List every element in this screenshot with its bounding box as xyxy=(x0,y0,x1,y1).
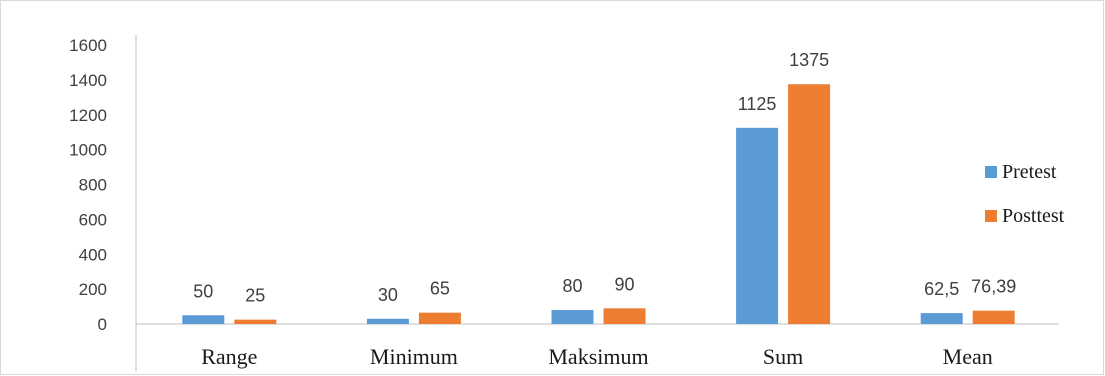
legend-swatch-pretest[interactable] xyxy=(985,166,997,178)
bar-pretest-range[interactable] xyxy=(182,315,225,324)
data-label-pretest-sum: 1125 xyxy=(738,94,777,114)
data-label-pretest-maksimum: 80 xyxy=(562,276,582,296)
legend-swatch-posttest[interactable] xyxy=(985,210,997,222)
x-tick-label-mean: Mean xyxy=(943,344,993,369)
data-label-posttest-maksimum: 90 xyxy=(614,274,634,294)
y-tick-label-1400: 1400 xyxy=(69,71,107,90)
bar-pretest-sum[interactable] xyxy=(736,127,779,324)
bar-posttest-maksimum[interactable] xyxy=(603,308,646,324)
y-tick-label-1200: 1200 xyxy=(69,106,107,125)
data-label-pretest-range: 50 xyxy=(193,281,213,301)
legend-label-posttest: Posttest xyxy=(1002,205,1065,227)
y-tick-label-600: 600 xyxy=(79,210,107,229)
data-label-posttest-sum: 1375 xyxy=(789,50,829,70)
data-label-pretest-mean: 62,5 xyxy=(924,279,959,299)
bar-posttest-minimum[interactable] xyxy=(418,312,461,324)
x-tick-label-range: Range xyxy=(201,344,257,369)
y-tick-label-1600: 1600 xyxy=(69,36,107,55)
data-label-posttest-minimum: 65 xyxy=(430,279,450,299)
data-label-pretest-minimum: 30 xyxy=(378,285,398,305)
y-tick-label-800: 800 xyxy=(79,176,107,195)
y-tick-label-400: 400 xyxy=(79,245,107,264)
bar-pretest-maksimum[interactable] xyxy=(551,310,594,324)
bar-posttest-range[interactable] xyxy=(234,319,277,324)
bar-pretest-mean[interactable] xyxy=(920,313,963,324)
legend-label-pretest: Pretest xyxy=(1002,161,1057,183)
y-tick-label-200: 200 xyxy=(79,280,107,299)
y-tick-label-0: 0 xyxy=(98,315,107,334)
data-label-posttest-range: 25 xyxy=(245,286,265,306)
x-tick-label-minimum: Minimum xyxy=(370,344,458,369)
bar-posttest-mean[interactable] xyxy=(972,310,1015,324)
x-tick-label-maksimum: Maksimum xyxy=(548,344,648,369)
bar-pretest-minimum[interactable] xyxy=(366,318,409,324)
x-tick-label-sum: Sum xyxy=(763,344,803,369)
data-label-posttest-mean: 76,39 xyxy=(971,277,1016,297)
bar-posttest-sum[interactable] xyxy=(788,84,831,324)
y-tick-label-1000: 1000 xyxy=(69,141,107,160)
